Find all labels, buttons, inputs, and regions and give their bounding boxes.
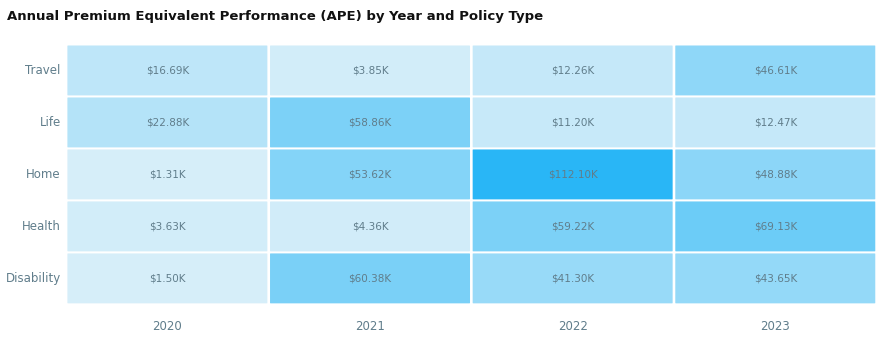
Text: Home: Home [26, 168, 61, 181]
Text: $69.13K: $69.13K [753, 221, 797, 232]
Text: 2023: 2023 [760, 320, 790, 333]
Text: $16.69K: $16.69K [145, 65, 189, 76]
Text: $48.88K: $48.88K [753, 169, 797, 180]
Text: $58.86K: $58.86K [348, 117, 392, 128]
Text: $3.85K: $3.85K [352, 65, 389, 76]
Text: $46.61K: $46.61K [753, 65, 797, 76]
Text: $41.30K: $41.30K [552, 273, 594, 284]
Text: $1.31K: $1.31K [149, 169, 186, 180]
Text: Annual Premium Equivalent Performance (APE) by Year and Policy Type: Annual Premium Equivalent Performance (A… [7, 10, 544, 23]
Text: Life: Life [40, 116, 61, 129]
Text: $1.50K: $1.50K [149, 273, 186, 284]
Text: $22.88K: $22.88K [145, 117, 189, 128]
Text: $4.36K: $4.36K [352, 221, 389, 232]
Text: $53.62K: $53.62K [348, 169, 392, 180]
Text: $112.10K: $112.10K [548, 169, 597, 180]
Text: Health: Health [22, 220, 61, 233]
Text: $12.26K: $12.26K [551, 65, 595, 76]
Text: 2020: 2020 [152, 320, 182, 333]
Text: $12.47K: $12.47K [753, 117, 797, 128]
Text: $11.20K: $11.20K [552, 117, 594, 128]
Text: 2022: 2022 [558, 320, 588, 333]
Text: $3.63K: $3.63K [149, 221, 186, 232]
Text: $60.38K: $60.38K [349, 273, 391, 284]
Text: Travel: Travel [26, 64, 61, 77]
Text: Disability: Disability [5, 272, 61, 285]
Text: 2021: 2021 [355, 320, 385, 333]
Text: $59.22K: $59.22K [551, 221, 595, 232]
Text: $43.65K: $43.65K [753, 273, 797, 284]
